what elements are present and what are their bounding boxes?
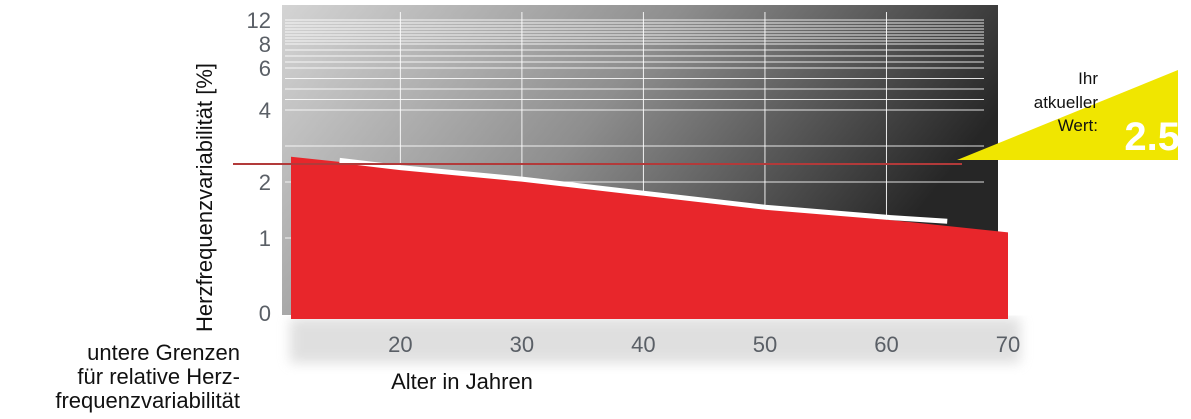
x-tick-label: 20 [388,332,412,357]
x-tick-label: 50 [753,332,777,357]
x-tick-label: 70 [996,332,1020,357]
y-tick-label: 2 [259,170,271,195]
badge-line-1: Ihr [1078,69,1098,88]
norm-curve [339,157,948,224]
note-line-3: frequenzvariabilität [55,388,240,413]
panel-shadow [290,318,1020,363]
note-line-2: für relative Herz- [77,364,240,389]
x-axis-label: Alter in Jahren [391,369,533,394]
x-tick-label: 30 [510,332,534,357]
lower-limit-area [291,156,1008,319]
area-layer [291,156,1008,319]
note-line-1: untere Grenzen [87,340,240,365]
x-tick-labels: 20 30 40 50 60 70 [388,332,1020,357]
badge-value: 2.5 [1124,115,1180,159]
current-value-badge [957,70,1178,160]
x-tick-label: 40 [631,332,655,357]
y-tick-label: 8 [259,32,271,57]
y-axis-label: Herzfrequenzvariabilität [%] [192,63,217,332]
y-tick-label: 6 [259,56,271,81]
badge-line-2: atkueller [1034,93,1099,112]
y-tick-label: 1 [259,226,271,251]
y-tick-label: 0 [259,301,271,326]
x-tick-label: 60 [874,332,898,357]
badge-line-3: Wert: [1058,116,1098,135]
y-tick-label: 4 [259,98,271,123]
y-tick-label: 12 [247,8,271,33]
line-layer [339,157,948,224]
